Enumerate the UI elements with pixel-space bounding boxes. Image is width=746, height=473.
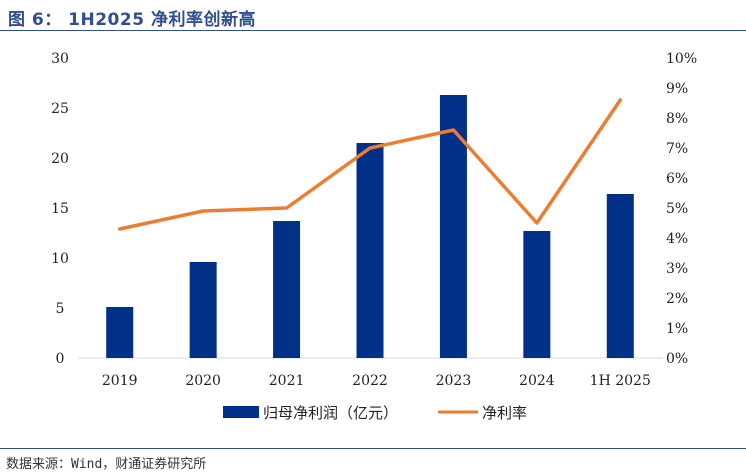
y-left-tick-label: 25: [51, 101, 69, 117]
y-right-axis: 0% 1% 2% 3% 4% 5% 6% 7% 8% 9% 10%: [666, 51, 697, 367]
net-margin-point-1H2025: [619, 99, 621, 101]
line-series: [117, 98, 623, 231]
y-right-tick-label: 2%: [666, 291, 688, 307]
x-axis: 2019 2020 2021 2022 2023 2024 1H 2025: [102, 373, 651, 389]
title-divider: [0, 30, 746, 31]
bar-2019: [106, 307, 134, 358]
x-tick-label: 2022: [352, 373, 388, 389]
net-margin-point-2023: [452, 129, 454, 131]
bar-2022: [356, 143, 384, 358]
bar-1H2025: [606, 194, 634, 358]
legend-label-bar: 归母净利润（亿元）: [263, 404, 398, 422]
chart: 0 5 10 15 20 25 30 0% 1% 2% 3% 4% 5% 6% 7% 8% 9% 10% 201…: [51, 51, 697, 422]
net-margin-point-2020: [202, 210, 204, 212]
bar-series: [106, 95, 634, 358]
y-right-tick-label: 4%: [666, 231, 688, 247]
bar-2021: [273, 221, 301, 358]
y-right-tick-label: 1%: [666, 321, 688, 337]
source-note: 数据来源：Wind，财通证券研究所: [6, 457, 207, 472]
net-margin-point-2019: [119, 228, 121, 230]
y-left-tick-label: 20: [51, 151, 69, 167]
y-right-tick-label: 6%: [666, 171, 688, 187]
legend-label-line: 净利率: [482, 404, 527, 422]
y-right-tick-label: 3%: [666, 261, 688, 277]
y-right-tick-label: 8%: [666, 111, 688, 127]
x-tick-label: 2019: [102, 373, 138, 389]
legend: 归母净利润（亿元） 净利率: [223, 404, 527, 422]
y-left-tick-label: 5: [56, 301, 65, 317]
y-right-tick-label: 10%: [666, 51, 697, 67]
y-right-tick-label: 0%: [666, 351, 688, 367]
y-left-tick-label: 10: [51, 251, 69, 267]
net-margin-point-2024: [536, 222, 538, 224]
y-left-axis: 0 5 10 15 20 25 30: [51, 51, 69, 367]
y-right-tick-label: 9%: [666, 81, 688, 97]
x-tick-label: 2021: [269, 373, 305, 389]
net-margin-point-2021: [286, 207, 288, 209]
bar-2020: [189, 262, 217, 358]
net-margin-point-2022: [369, 147, 371, 149]
y-right-tick-label: 5%: [666, 201, 688, 217]
y-right-tick-label: 7%: [666, 141, 688, 157]
y-left-tick-label: 15: [51, 201, 69, 217]
bar-2023: [439, 95, 467, 358]
x-tick-label: 2020: [185, 373, 221, 389]
footer-divider: [0, 448, 746, 449]
x-tick-label: 2023: [436, 373, 472, 389]
bar-2024: [523, 231, 551, 358]
y-left-tick-label: 30: [51, 51, 69, 67]
x-tick-label: 2024: [519, 373, 555, 389]
y-left-tick-label: 0: [56, 351, 65, 367]
legend-swatch-bar: [223, 406, 259, 418]
figure-title: 图 6： 1H2025 净利率创新高: [8, 10, 256, 30]
title-bar: 图 6： 1H2025 净利率创新高: [0, 0, 746, 31]
x-tick-label: 1H 2025: [590, 373, 651, 389]
